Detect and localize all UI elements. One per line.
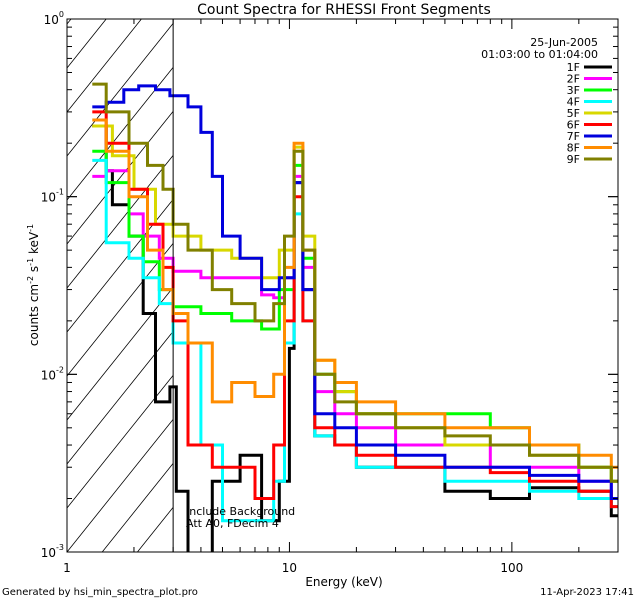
hatch-line <box>66 18 72 25</box>
legend-label-1F: 1F <box>567 61 580 74</box>
y-tick-label: 100 <box>44 10 64 27</box>
legend-label-2F: 2F <box>567 73 580 86</box>
footer-generated-by: Generated by hsi_min_spectra_plot.pro <box>2 587 198 598</box>
series-line-4F <box>92 158 618 523</box>
series-line-7F <box>92 84 618 500</box>
hatch-line <box>66 243 174 377</box>
chart-title: Count Spectra for RHESSI Front Segments <box>197 2 491 18</box>
footer-timestamp: 11-Apr-2023 17:41 <box>540 587 634 598</box>
x-tick-label: 1 <box>63 561 71 575</box>
legend-label-9F: 9F <box>567 153 580 166</box>
legend-label-3F: 3F <box>567 84 580 97</box>
series-layer <box>92 82 618 552</box>
time-range-label: 01:03:00 to 01:04:00 <box>481 48 598 61</box>
x-tick-label: 10 <box>282 561 297 575</box>
legend-label-6F: 6F <box>567 119 580 132</box>
annotation-background: Include Background <box>186 505 295 518</box>
y-tick-labels: 100 10-1 10-2 10-3 <box>41 10 64 560</box>
legend-label-5F: 5F <box>567 107 580 120</box>
hatch-line <box>66 18 107 69</box>
annotation-attenuator: Att A0, FDecim 4 <box>186 517 279 530</box>
series-line-6F <box>92 110 618 509</box>
hatch-line <box>66 111 174 245</box>
series-line-9F <box>92 82 618 483</box>
hatch-line <box>101 463 174 553</box>
y-tick-label: 10-1 <box>41 188 64 205</box>
hatch-line <box>66 419 174 553</box>
legend-label-4F: 4F <box>567 96 580 109</box>
y-axis-label: counts cm-2 s-1 keV-1 <box>26 224 41 346</box>
y-tick-label: 10-3 <box>41 543 64 560</box>
plot-frame <box>66 18 619 553</box>
y-tick-label: 10-2 <box>41 365 64 382</box>
axis-ticks <box>66 18 619 553</box>
hatch-line <box>66 287 174 421</box>
x-axis-label: Energy (keV) <box>305 575 382 589</box>
x-tick-label: 100 <box>500 561 523 575</box>
legend-label-8F: 8F <box>567 142 580 155</box>
hatch-line <box>137 507 174 553</box>
date-label: 25-Jun-2005 <box>530 36 598 49</box>
hatch-line <box>66 23 174 157</box>
hatch-line <box>66 155 174 289</box>
legend-label-7F: 7F <box>567 130 580 143</box>
hatch-line <box>66 18 142 113</box>
x-tick-labels: 1 10 100 <box>63 561 523 575</box>
attenuator-hatch-region <box>66 18 174 553</box>
